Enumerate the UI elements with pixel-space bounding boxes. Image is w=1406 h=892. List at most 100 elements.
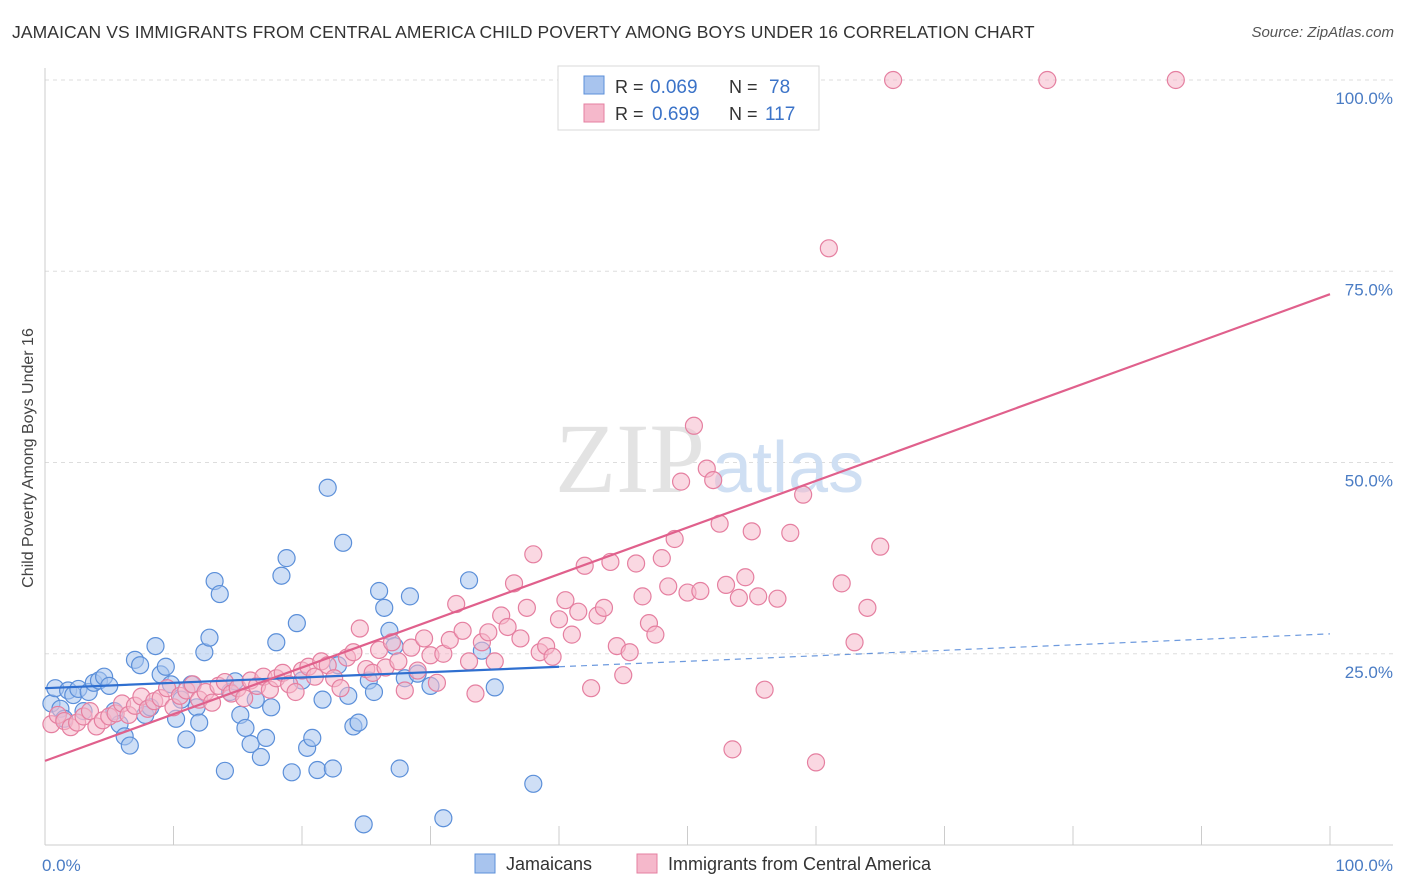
central-america-point [716, 575, 736, 595]
central-america-point [485, 652, 504, 671]
bottom-legend-label-central-america: Immigrants from Central America [668, 854, 932, 874]
chart-title: JAMAICAN VS IMMIGRANTS FROM CENTRAL AMER… [12, 22, 1035, 42]
jamaicans-point [485, 678, 504, 697]
jamaicans-point [156, 657, 175, 676]
central-america-point [858, 598, 877, 617]
central-america-point [504, 574, 524, 593]
watermark-atlas: atlas [712, 428, 864, 508]
legend-n-label: N = [729, 104, 758, 124]
y-tick-label: 25.0% [1345, 663, 1393, 682]
jamaicans-point [390, 759, 409, 778]
central-america-point [652, 549, 671, 568]
axes [44, 68, 1393, 846]
central-america-point [235, 689, 254, 708]
central-america-point [517, 598, 536, 617]
y-tick-label: 50.0% [1345, 472, 1393, 491]
jamaicans-point [251, 747, 270, 767]
central-america-point [408, 661, 427, 680]
jamaicans-point [313, 690, 332, 709]
jamaicans-point [130, 656, 150, 675]
central-america-point [755, 680, 774, 699]
jamaicans-point [354, 815, 373, 834]
jamaicans-point [323, 759, 342, 778]
legend-r-value: 0.699 [652, 104, 700, 125]
legend-r-label: R = [615, 77, 644, 97]
central-america-point [453, 621, 472, 640]
central-america-point [614, 666, 633, 685]
jamaicans-trend-line [44, 665, 560, 690]
bottom-legend: Jamaicans Immigrants from Central Americ… [474, 853, 932, 874]
bottom-legend-swatch-central-america [636, 853, 658, 874]
central-america-point [871, 537, 890, 556]
jamaicans-point [524, 774, 543, 793]
jamaicans-point [200, 628, 219, 647]
jamaicans-point [177, 730, 196, 749]
central-america-point [806, 753, 826, 772]
legend-r-value: 0.069 [650, 77, 698, 98]
legend: R = 0.069 N = 78 R = 0.699 N = 117 [557, 65, 820, 131]
central-america-point [742, 522, 761, 541]
central-america-point [582, 679, 601, 698]
jamaicans-point [434, 809, 453, 828]
jamaicans-point [364, 682, 384, 702]
central-america-point [389, 652, 408, 671]
central-america-point [395, 681, 414, 700]
central-america-point [768, 589, 787, 608]
jamaicans-point [400, 587, 420, 606]
central-america-point [479, 623, 498, 642]
central-america-point [414, 629, 434, 648]
central-america-point [331, 679, 350, 698]
central-america-point [524, 545, 543, 564]
jamaicans-point [262, 698, 281, 717]
jamaicans-point [287, 614, 306, 633]
y-tick-labels: 25.0% 50.0% 75.0% 100.0% [1335, 89, 1393, 682]
central-america-point [549, 610, 569, 629]
central-america-point [819, 239, 838, 258]
x-tick-label-min: 0.0% [42, 856, 81, 875]
jamaicans-point [459, 571, 479, 590]
trend-lines [44, 293, 1331, 762]
gridlines [45, 79, 1393, 655]
central-america-point [427, 673, 447, 692]
central-america-point [684, 416, 704, 435]
legend-n-label: N = [729, 77, 758, 97]
data-points [42, 70, 1185, 834]
central-america-point [1038, 70, 1057, 90]
jamaicans-point [272, 566, 291, 585]
y-tick-label: 100.0% [1335, 89, 1393, 108]
central-america-point [704, 470, 723, 490]
central-america-point [402, 638, 421, 657]
central-america-trend-line [44, 293, 1331, 762]
jamaicans-point [308, 760, 327, 780]
legend-n-value: 78 [769, 77, 790, 98]
legend-swatch-jamaicans [583, 75, 605, 95]
x-tick-label-max: 100.0% [1335, 856, 1393, 875]
central-america-point [845, 633, 864, 652]
watermark: ZIP atlas [555, 403, 864, 514]
watermark-zip: ZIP [555, 403, 705, 514]
central-america-point [633, 587, 652, 606]
jamaicans-point [241, 734, 260, 754]
central-america-point [659, 577, 678, 596]
jamaicans-point [190, 713, 209, 732]
jamaicans-point [215, 761, 234, 780]
central-america-point [883, 70, 903, 90]
jamaicans-point [334, 533, 353, 552]
central-america-point [594, 598, 614, 617]
legend-n-value: 117 [765, 104, 795, 125]
bottom-legend-swatch-jamaicans [474, 853, 496, 874]
jamaicans-point [303, 728, 322, 748]
jamaicans-point [349, 713, 368, 732]
central-america-point [1166, 70, 1185, 90]
central-america-point [620, 643, 639, 662]
central-america-point [511, 629, 530, 648]
jamaicans-point [210, 584, 229, 604]
jamaicans-point [236, 718, 255, 738]
central-america-point [569, 602, 588, 621]
central-america-point [671, 472, 691, 491]
jamaicans-point [256, 728, 276, 748]
central-america-point [781, 523, 800, 542]
central-america-point [749, 587, 768, 606]
bottom-legend-label-jamaicans: Jamaicans [506, 854, 592, 874]
central-america-point [350, 619, 369, 638]
